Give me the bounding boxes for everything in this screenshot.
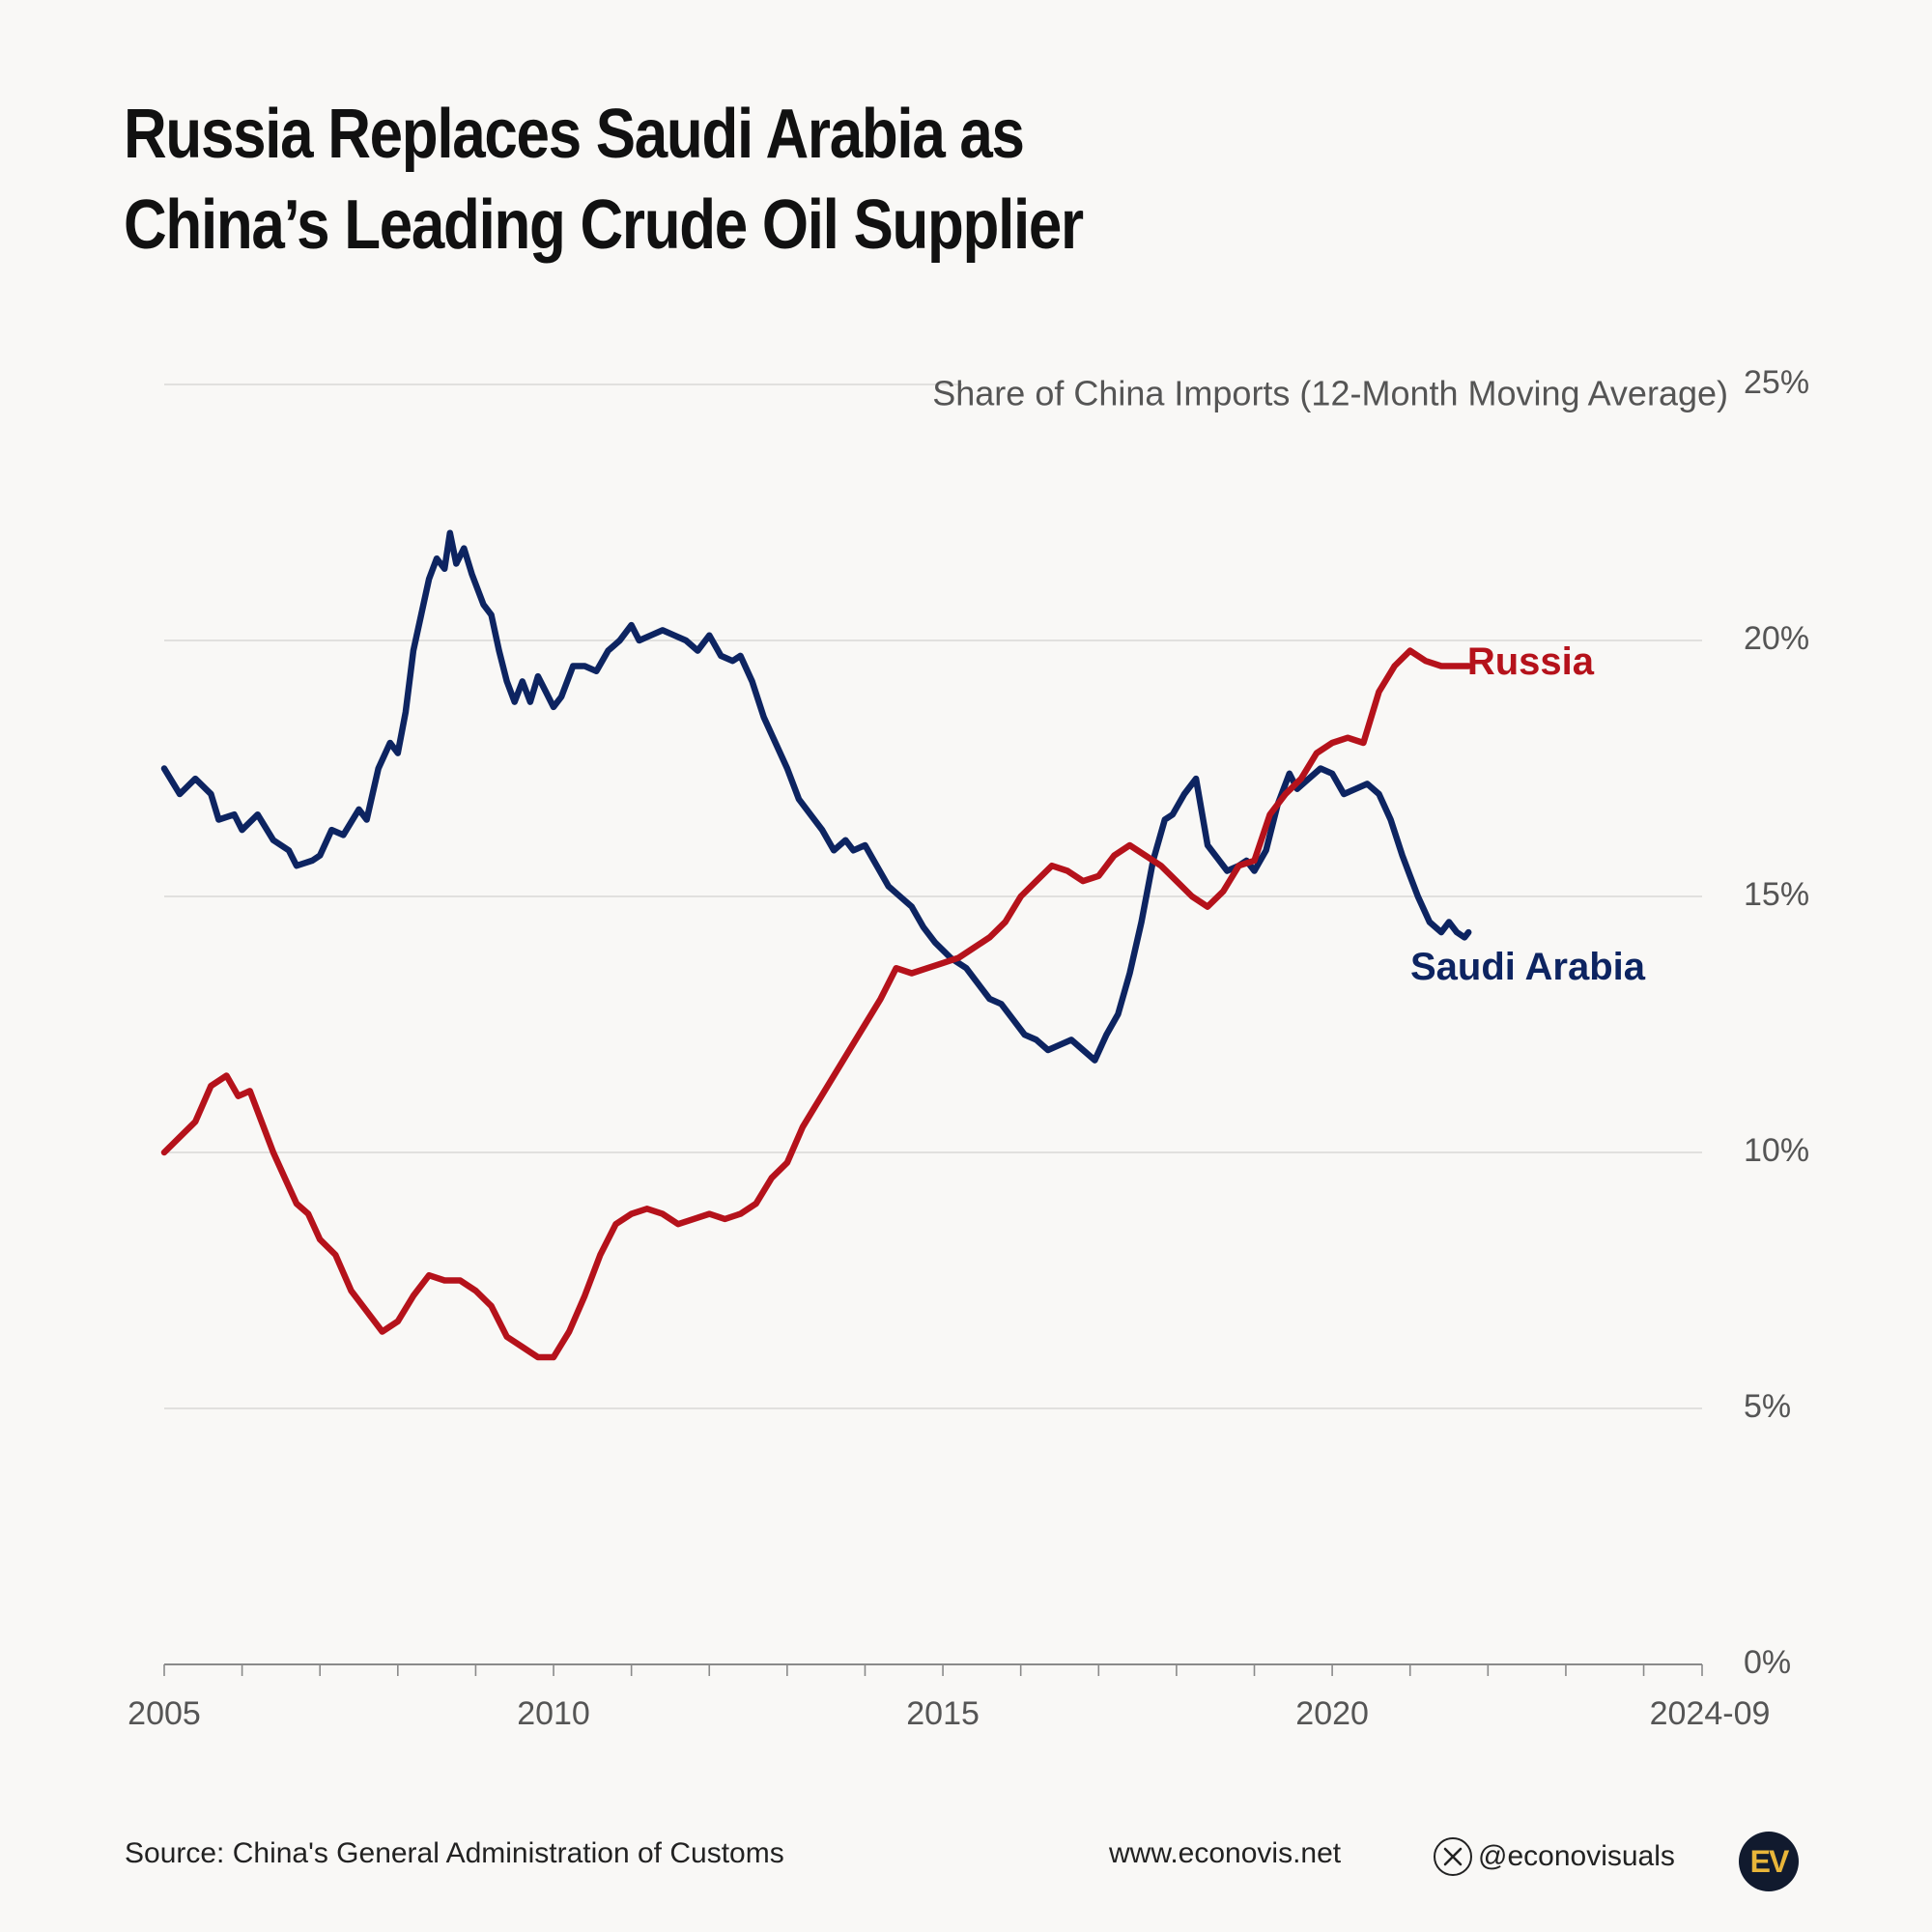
ev-logo: EV [1739, 1832, 1799, 1891]
y-tick-label-10: 10% [1744, 1132, 1809, 1169]
series-lines [160, 529, 1472, 1361]
x-tick-label-3: 2020 [1295, 1695, 1369, 1732]
social-handle[interactable]: @econovisuals [1434, 1837, 1675, 1876]
y-tick-label-5: 5% [1744, 1388, 1791, 1425]
y-tick-label-20: 20% [1744, 620, 1809, 657]
axis-title-backdrop [962, 367, 1730, 425]
chart-title: Russia Replaces Saudi Arabia as China’s … [124, 89, 1084, 270]
series-label-saudi-arabia: Saudi Arabia [1410, 946, 1646, 988]
source-note: Source: China's General Administration o… [125, 1837, 784, 1869]
x-logo-icon [1434, 1837, 1472, 1876]
x-axis: 2005 2010 2015 2020 2024-09 [128, 1664, 1770, 1732]
y-axis: 0% 5% 10% 15% 20% 25% [1744, 364, 1809, 1681]
series-labels: Russia Saudi Arabia [1410, 640, 1646, 988]
title-line-1: Russia Replaces Saudi Arabia as [124, 96, 1025, 173]
website-link[interactable]: www.econovis.net [1109, 1837, 1342, 1869]
series-label-russia: Russia [1467, 640, 1595, 683]
x-glyph-icon [1443, 1847, 1463, 1866]
y-tick-label-25: 25% [1744, 364, 1809, 401]
series-line-russia [160, 647, 1472, 1361]
y-tick-label-15: 15% [1744, 876, 1809, 913]
series-line-saudi-arabia [160, 529, 1472, 1064]
y-tick-label-0: 0% [1744, 1644, 1791, 1681]
x-tick-label-4: 2024-09 [1650, 1695, 1771, 1732]
title-line-2: China’s Leading Crude Oil Supplier [124, 186, 1084, 264]
x-tick-label-1: 2010 [517, 1695, 590, 1732]
handle-text: @econovisuals [1478, 1840, 1675, 1872]
axis-title: Share of China Imports (12-Month Moving … [932, 374, 1728, 413]
gridlines [164, 384, 1702, 1665]
x-tick-label-2: 2015 [906, 1695, 980, 1732]
x-tick-label-0: 2005 [128, 1695, 201, 1732]
